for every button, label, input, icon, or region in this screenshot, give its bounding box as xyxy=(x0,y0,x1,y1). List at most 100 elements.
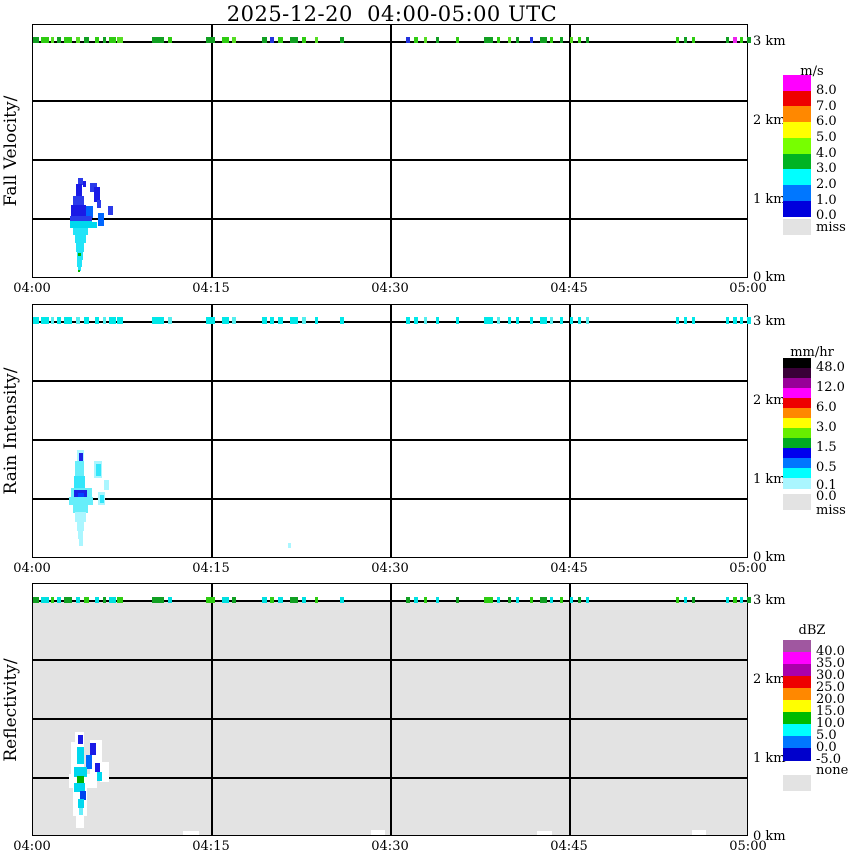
legend-color-box xyxy=(783,712,811,725)
panel-reflectivity xyxy=(32,583,751,836)
echo-pixel xyxy=(78,493,84,499)
echo-pixel xyxy=(77,252,83,260)
echo-segment xyxy=(406,317,410,324)
echo-segment xyxy=(586,597,589,603)
legend-value-label: 6.0 xyxy=(816,400,837,415)
echo-pixel xyxy=(86,206,93,218)
echo-segment xyxy=(95,317,99,324)
echo-segment xyxy=(51,37,54,43)
echo-pixel xyxy=(96,464,101,476)
echo-pixel xyxy=(90,183,97,192)
echo-pixel xyxy=(288,543,291,548)
echo-segment xyxy=(733,317,737,324)
x-axis-label: 04:00 xyxy=(13,561,51,576)
echo-segment xyxy=(64,317,72,324)
echo-segment xyxy=(484,37,493,43)
echo-segment xyxy=(406,37,410,43)
legend-color-box xyxy=(783,700,811,713)
x-axis-label: 04:00 xyxy=(13,281,51,296)
height-gridline xyxy=(33,41,747,43)
legend-value-label: 1.0 xyxy=(816,193,837,208)
echo-pixel xyxy=(97,772,102,781)
echo-segment xyxy=(456,317,459,324)
legend-value-label: 25.0 xyxy=(816,680,845,695)
time-gridline xyxy=(211,305,213,557)
echo-pixel xyxy=(73,504,88,513)
echo-segment xyxy=(109,317,116,324)
echo-segment xyxy=(516,317,519,324)
echo-segment xyxy=(117,597,123,603)
echo-segment xyxy=(41,37,49,43)
legend-color-box xyxy=(783,664,811,677)
time-gridline xyxy=(211,584,213,835)
echo-segment xyxy=(290,597,298,603)
echo-pixel xyxy=(79,538,83,546)
echo-pixel xyxy=(73,228,88,235)
legend-color-box xyxy=(783,676,811,689)
x-axis-label: 04:30 xyxy=(371,839,409,854)
echo-pixel xyxy=(371,830,385,835)
y-axis-label: 1 km xyxy=(753,192,786,207)
echo-segment xyxy=(684,597,687,603)
echo-segment xyxy=(315,597,318,603)
echo-pixel xyxy=(94,187,100,202)
legend-color-box xyxy=(783,652,811,665)
echo-segment xyxy=(414,597,418,603)
echo-segment xyxy=(152,317,164,324)
legend-color-box xyxy=(783,90,811,107)
legend-value-label: 0.1 xyxy=(816,478,837,493)
echo-segment xyxy=(740,317,743,324)
echo-pixel xyxy=(97,200,101,208)
echo-segment xyxy=(232,597,236,603)
echo-pixel xyxy=(537,831,552,835)
echo-pixel xyxy=(70,216,92,222)
y-axis-label: 2 km xyxy=(753,393,786,408)
echo-pixel xyxy=(100,762,109,782)
echo-segment xyxy=(290,317,298,324)
echo-segment xyxy=(232,37,236,43)
echo-segment xyxy=(206,37,215,43)
echo-segment xyxy=(733,37,737,43)
echo-segment xyxy=(278,37,283,43)
legend-color-box xyxy=(783,184,811,202)
echo-segment xyxy=(540,317,547,324)
time-gridline xyxy=(569,584,571,835)
legend-color-box xyxy=(783,748,811,761)
legend-color-box xyxy=(783,688,811,701)
echo-segment xyxy=(456,597,459,603)
panel-title-rain-intensity: Rain Intensity/ xyxy=(1,367,21,495)
legend-color-box xyxy=(783,428,811,439)
echo-segment xyxy=(51,597,54,603)
echo-segment xyxy=(262,37,267,43)
legend-unit-label: mm/hr xyxy=(790,345,834,360)
echo-pixel xyxy=(74,476,85,489)
time-gridline xyxy=(390,584,392,835)
echo-segment xyxy=(733,597,737,603)
legend-color-box xyxy=(783,418,811,429)
legend-color-box xyxy=(783,468,811,479)
panel-title-reflectivity: Reflectivity/ xyxy=(1,657,21,762)
y-axis-label: 0 km xyxy=(753,270,786,285)
echo-segment xyxy=(84,317,89,324)
echo-pixel xyxy=(78,253,81,256)
echo-pixel xyxy=(78,735,83,744)
height-gridline xyxy=(33,380,747,382)
echo-segment xyxy=(508,317,511,324)
legend-color-box xyxy=(783,137,811,154)
echo-segment xyxy=(84,597,89,603)
echo-pixel xyxy=(78,178,83,185)
echo-segment xyxy=(302,37,306,43)
echo-segment xyxy=(570,317,573,324)
legend-value-label: 0.0 xyxy=(816,740,837,755)
echo-segment xyxy=(206,317,215,324)
echo-segment xyxy=(51,317,54,324)
height-gridline xyxy=(33,777,747,779)
echo-pixel xyxy=(95,763,100,772)
legend-value-label: 15.0 xyxy=(816,704,845,719)
height-gridline xyxy=(33,100,747,102)
echo-segment xyxy=(262,597,267,603)
legend-unit-label: dBZ xyxy=(798,623,826,638)
echo-segment xyxy=(270,37,274,43)
height-gridline xyxy=(33,718,747,720)
x-axis-label: 04:30 xyxy=(371,561,409,576)
